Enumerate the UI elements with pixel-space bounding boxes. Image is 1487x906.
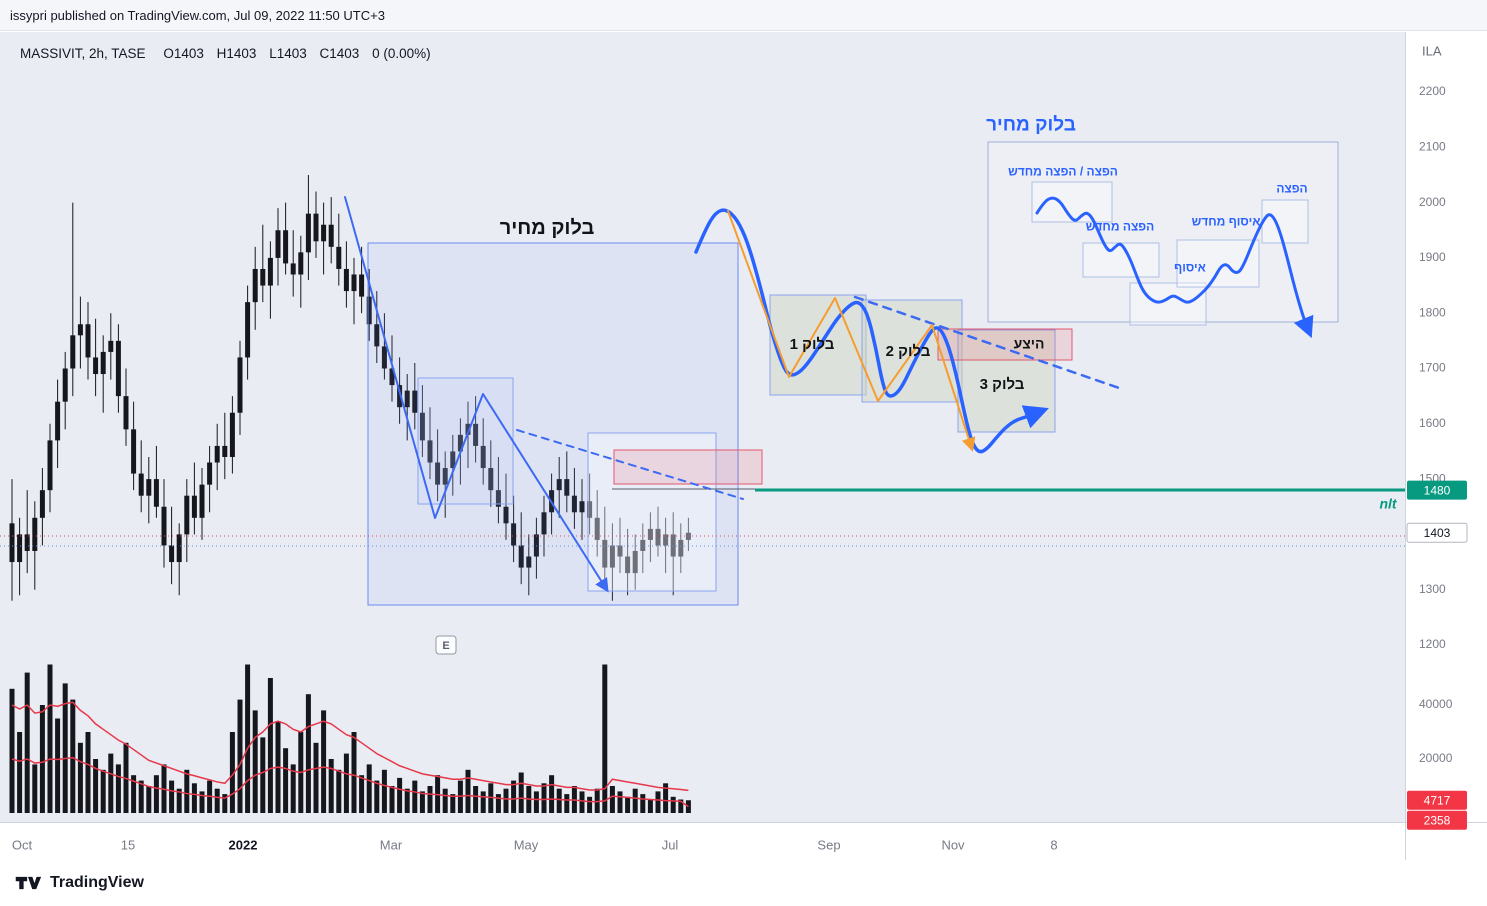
phase-box-5 <box>1261 199 1309 244</box>
volume-ma-slow-line <box>11 756 689 808</box>
projection-main-wave <box>694 208 1049 454</box>
price-badge-text: 1480 <box>1424 483 1451 497</box>
supply-zone-left <box>613 449 763 485</box>
tradingview-link[interactable]: TradingView <box>14 871 144 895</box>
time-tick-Jul: Jul <box>662 837 679 852</box>
projection-topright-wave <box>1035 196 1314 339</box>
phase-box-2 <box>1082 242 1160 278</box>
trendline-dashed-right <box>853 295 1124 391</box>
legend-close: C1403 <box>319 46 360 61</box>
sub-box-june <box>587 432 717 592</box>
earnings-marker[interactable] <box>435 635 457 655</box>
volume-ma-fast-line <box>11 701 689 792</box>
legend-open: O1403 <box>163 46 204 61</box>
price-block-box-left <box>367 242 739 606</box>
time-axis[interactable] <box>0 822 1487 860</box>
price-tick-label: 2200 <box>1419 84 1446 98</box>
price-tick-label: 1600 <box>1419 416 1446 430</box>
footer: TradingView <box>0 860 1487 906</box>
price-badge-1403 <box>1406 522 1468 543</box>
volume-tick-label: 40000 <box>1419 697 1453 711</box>
currency-label: ILA <box>1422 43 1442 58</box>
time-tick-May: May <box>514 837 539 852</box>
price-axis[interactable] <box>1405 32 1487 860</box>
time-tick-8: 8 <box>1050 837 1057 852</box>
published-text: issypri published on TradingView.com, Ju… <box>10 8 385 23</box>
volume-badge-2358 <box>1407 810 1467 830</box>
price-tick-label: 2100 <box>1419 139 1446 153</box>
tradingview-brand-text: TradingView <box>50 874 144 891</box>
zigzag-orange <box>727 210 976 452</box>
price-tick-label: 1300 <box>1419 582 1446 596</box>
trendline-dashed-left <box>516 429 744 500</box>
phase-box-4 <box>1176 239 1260 288</box>
time-tick-Nov: Nov <box>941 837 965 852</box>
price-badge-text: 1403 <box>1424 526 1451 540</box>
price-badge-1480 <box>1407 480 1467 500</box>
volume-badge-4717 <box>1407 790 1467 810</box>
legend-change: 0 (0.00%) <box>372 46 431 61</box>
published-bar: issypri published on TradingView.com, Ju… <box>0 0 1487 31</box>
price-tick-label: 1900 <box>1419 250 1446 264</box>
volume-tick-label: 20000 <box>1419 751 1453 765</box>
symbol-legend: MASSIVIT, 2h, TASE O1403 H1403 L1403 C14… <box>20 46 440 61</box>
time-tick-2022: 2022 <box>229 837 258 852</box>
projection-left-zigzag <box>344 196 609 593</box>
volume-badge-text: 2358 <box>1424 813 1451 827</box>
time-tick-Oct: Oct <box>12 837 33 852</box>
legend-high: H1403 <box>216 46 257 61</box>
earnings-marker-label: E <box>442 640 449 652</box>
legend-symbol-title: MASSIVIT, 2h, TASE <box>20 46 146 61</box>
legend-low: L1403 <box>269 46 307 61</box>
time-tick-Mar: Mar <box>380 837 403 852</box>
price-tick-label: 2000 <box>1419 195 1446 209</box>
tradingview-logo-icon <box>15 876 42 890</box>
price-tick-label: 1700 <box>1419 361 1446 375</box>
time-tick-15: 15 <box>121 837 135 852</box>
time-tick-Sep: Sep <box>817 837 840 852</box>
price-tick-label: 1800 <box>1419 305 1446 319</box>
volume-badge-text: 4717 <box>1424 793 1451 807</box>
price-tick-label: 1200 <box>1419 637 1446 651</box>
